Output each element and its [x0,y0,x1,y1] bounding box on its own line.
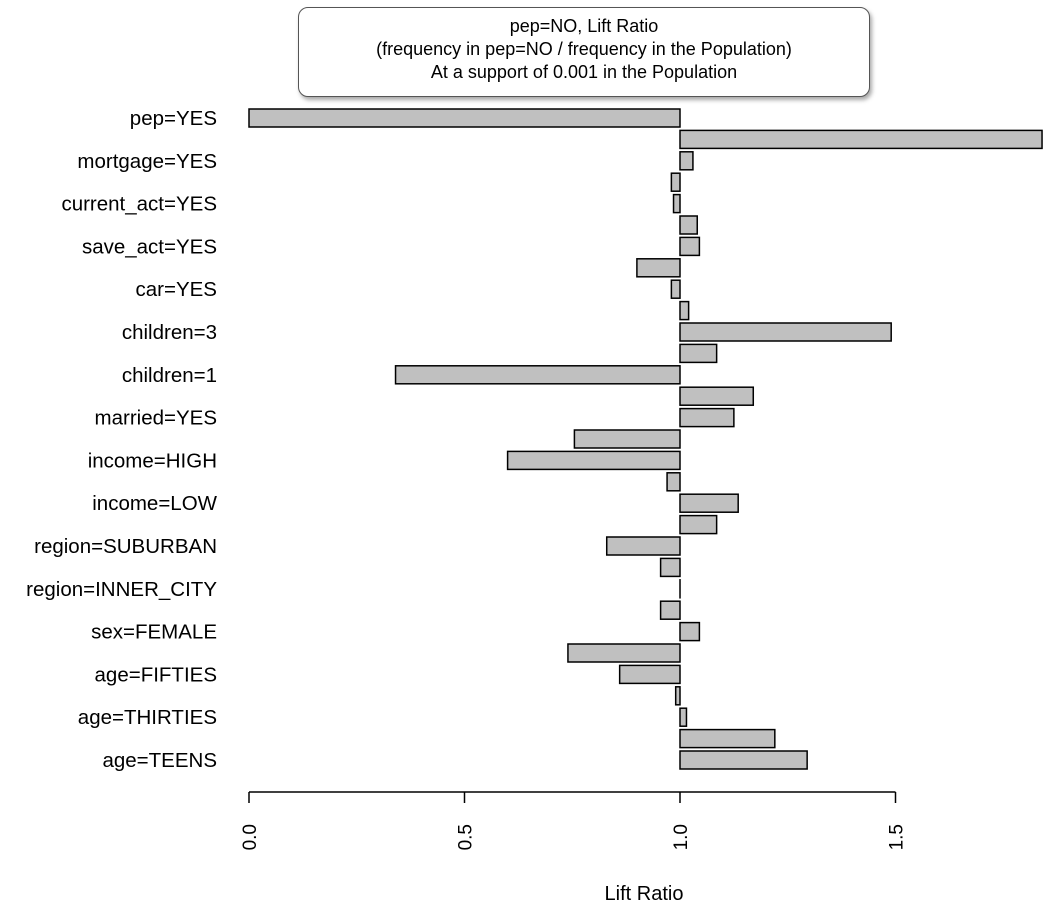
bar-0 [248,108,681,128]
bar-8 [670,279,681,299]
bar-2 [679,151,694,171]
category-label: pep=YES [130,107,217,130]
category-label: save_act=YES [82,235,217,258]
x-tick-label: 1.5 [887,824,908,850]
bar-10 [679,322,892,342]
bar-15 [573,429,681,449]
x-tick-label: 0.0 [240,824,261,850]
bar-16 [506,450,681,471]
bar-6 [679,236,701,257]
bar-1 [679,129,1043,150]
bars-group [248,108,1043,770]
bar-20 [605,536,681,556]
category-label: region=INNER_CITY [26,578,217,601]
bar-11 [679,343,718,364]
category-label: current_act=YES [61,193,217,216]
category-label: car=YES [136,278,217,301]
category-label: sex=FEMALE [91,621,217,644]
bar-27 [674,686,681,706]
category-label: age=TEENS [102,749,217,772]
category-label: age=THIRTIES [78,706,217,729]
bar-3 [670,172,681,192]
bar-24 [679,621,701,642]
category-label: mortgage=YES [77,150,217,173]
bar-7 [636,258,681,278]
bar-17 [666,472,681,492]
bar-29 [679,728,776,749]
x-axis-title: Lift Ratio [605,883,684,905]
bar-9 [679,300,690,321]
bar-26 [618,664,681,685]
category-label: income=LOW [92,492,217,515]
category-label: married=YES [95,407,217,430]
category-label: income=HIGH [88,449,217,472]
category-labels: pep=YES mortgage=YES current_act=YES save_a… [26,107,217,772]
bar-23 [659,600,681,620]
bar-30 [679,750,808,770]
chart-subtitle-2: At a support of 0.001 in the Population [430,62,738,82]
category-label: children=1 [122,364,217,387]
category-label: children=3 [122,321,217,344]
category-label: region=SUBURBAN [34,535,217,558]
bar-18 [679,493,739,513]
bar-12 [394,365,681,385]
x-axis: 0.0 0.5 1.0 1.5 [240,791,908,850]
bar-25 [567,643,681,663]
chart-title: pep=NO, Lift Ratio [509,16,659,36]
bar-14 [679,407,735,428]
chart-title-box: pep=NO, Lift Ratio (frequency in pep=NO … [298,7,870,97]
bar-4 [672,193,681,214]
x-tick-label: 1.0 [671,824,692,850]
chart-subtitle: (frequency in pep=NO / frequency in the … [376,39,792,59]
bar-13 [679,386,755,406]
bar-19 [679,514,718,535]
x-tick-label: 0.5 [456,824,477,850]
category-label: age=FIFTIES [95,663,217,686]
bar-21 [659,557,681,578]
bar-28 [679,707,688,727]
bar-5 [679,215,698,235]
